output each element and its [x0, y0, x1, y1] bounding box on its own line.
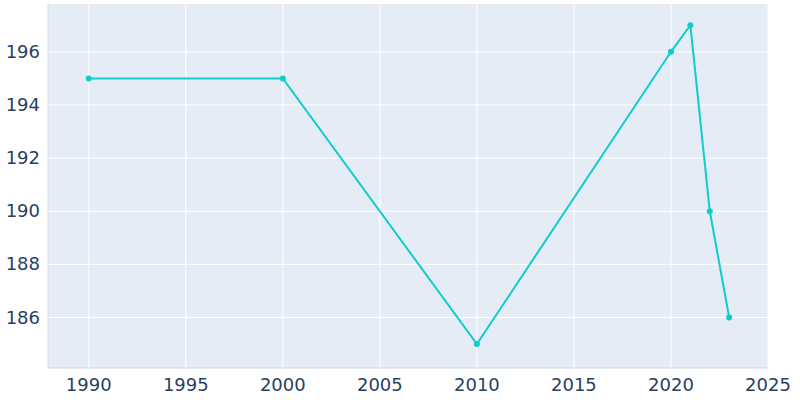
y-grid-line: [48, 211, 768, 212]
line: [89, 25, 729, 344]
x-tick-label: 2025: [745, 374, 791, 395]
x-tick-label: 2005: [357, 374, 403, 395]
marker: [86, 75, 92, 81]
y-axis-line: [48, 4, 49, 368]
x-tick-label: 1995: [163, 374, 209, 395]
y-tick-label: 188: [6, 253, 40, 274]
plot-area: [48, 4, 768, 368]
marker: [726, 315, 732, 321]
chart: 186 188 190 192 194 196 1990 1995 2000 2005 2010 20…: [0, 0, 800, 400]
y-grid-line: [48, 104, 768, 105]
marker: [280, 75, 286, 81]
series: [86, 22, 732, 347]
grid: [48, 4, 768, 368]
x-tick-label: 2010: [454, 374, 500, 395]
x-axis-line: [48, 368, 768, 369]
y-tick-label: 196: [6, 41, 40, 62]
x-grid-line: [573, 4, 574, 368]
y-grid-line: [48, 51, 768, 52]
x-grid-line: [768, 4, 769, 368]
y-grid-line: [48, 158, 768, 159]
x-tick-label: 2015: [551, 374, 597, 395]
y-grid-line: [48, 317, 768, 318]
x-grid-line: [379, 4, 380, 368]
y-tick-label: 194: [6, 94, 40, 115]
x-tick-label: 1990: [66, 374, 112, 395]
y-tick-label: 190: [6, 200, 40, 221]
y-tick-label: 186: [6, 307, 40, 328]
marker: [687, 22, 693, 28]
x-grid-line: [670, 4, 671, 368]
marker: [707, 208, 713, 214]
x-grid-line: [185, 4, 186, 368]
x-grid-line: [88, 4, 89, 368]
marker: [474, 341, 480, 347]
x-grid-line: [476, 4, 477, 368]
x-tick-label: 2000: [260, 374, 306, 395]
y-tick-label: 192: [6, 147, 40, 168]
x-tick-label: 2020: [648, 374, 694, 395]
marker: [668, 49, 674, 55]
x-grid-line: [282, 4, 283, 368]
y-grid-line: [48, 264, 768, 265]
